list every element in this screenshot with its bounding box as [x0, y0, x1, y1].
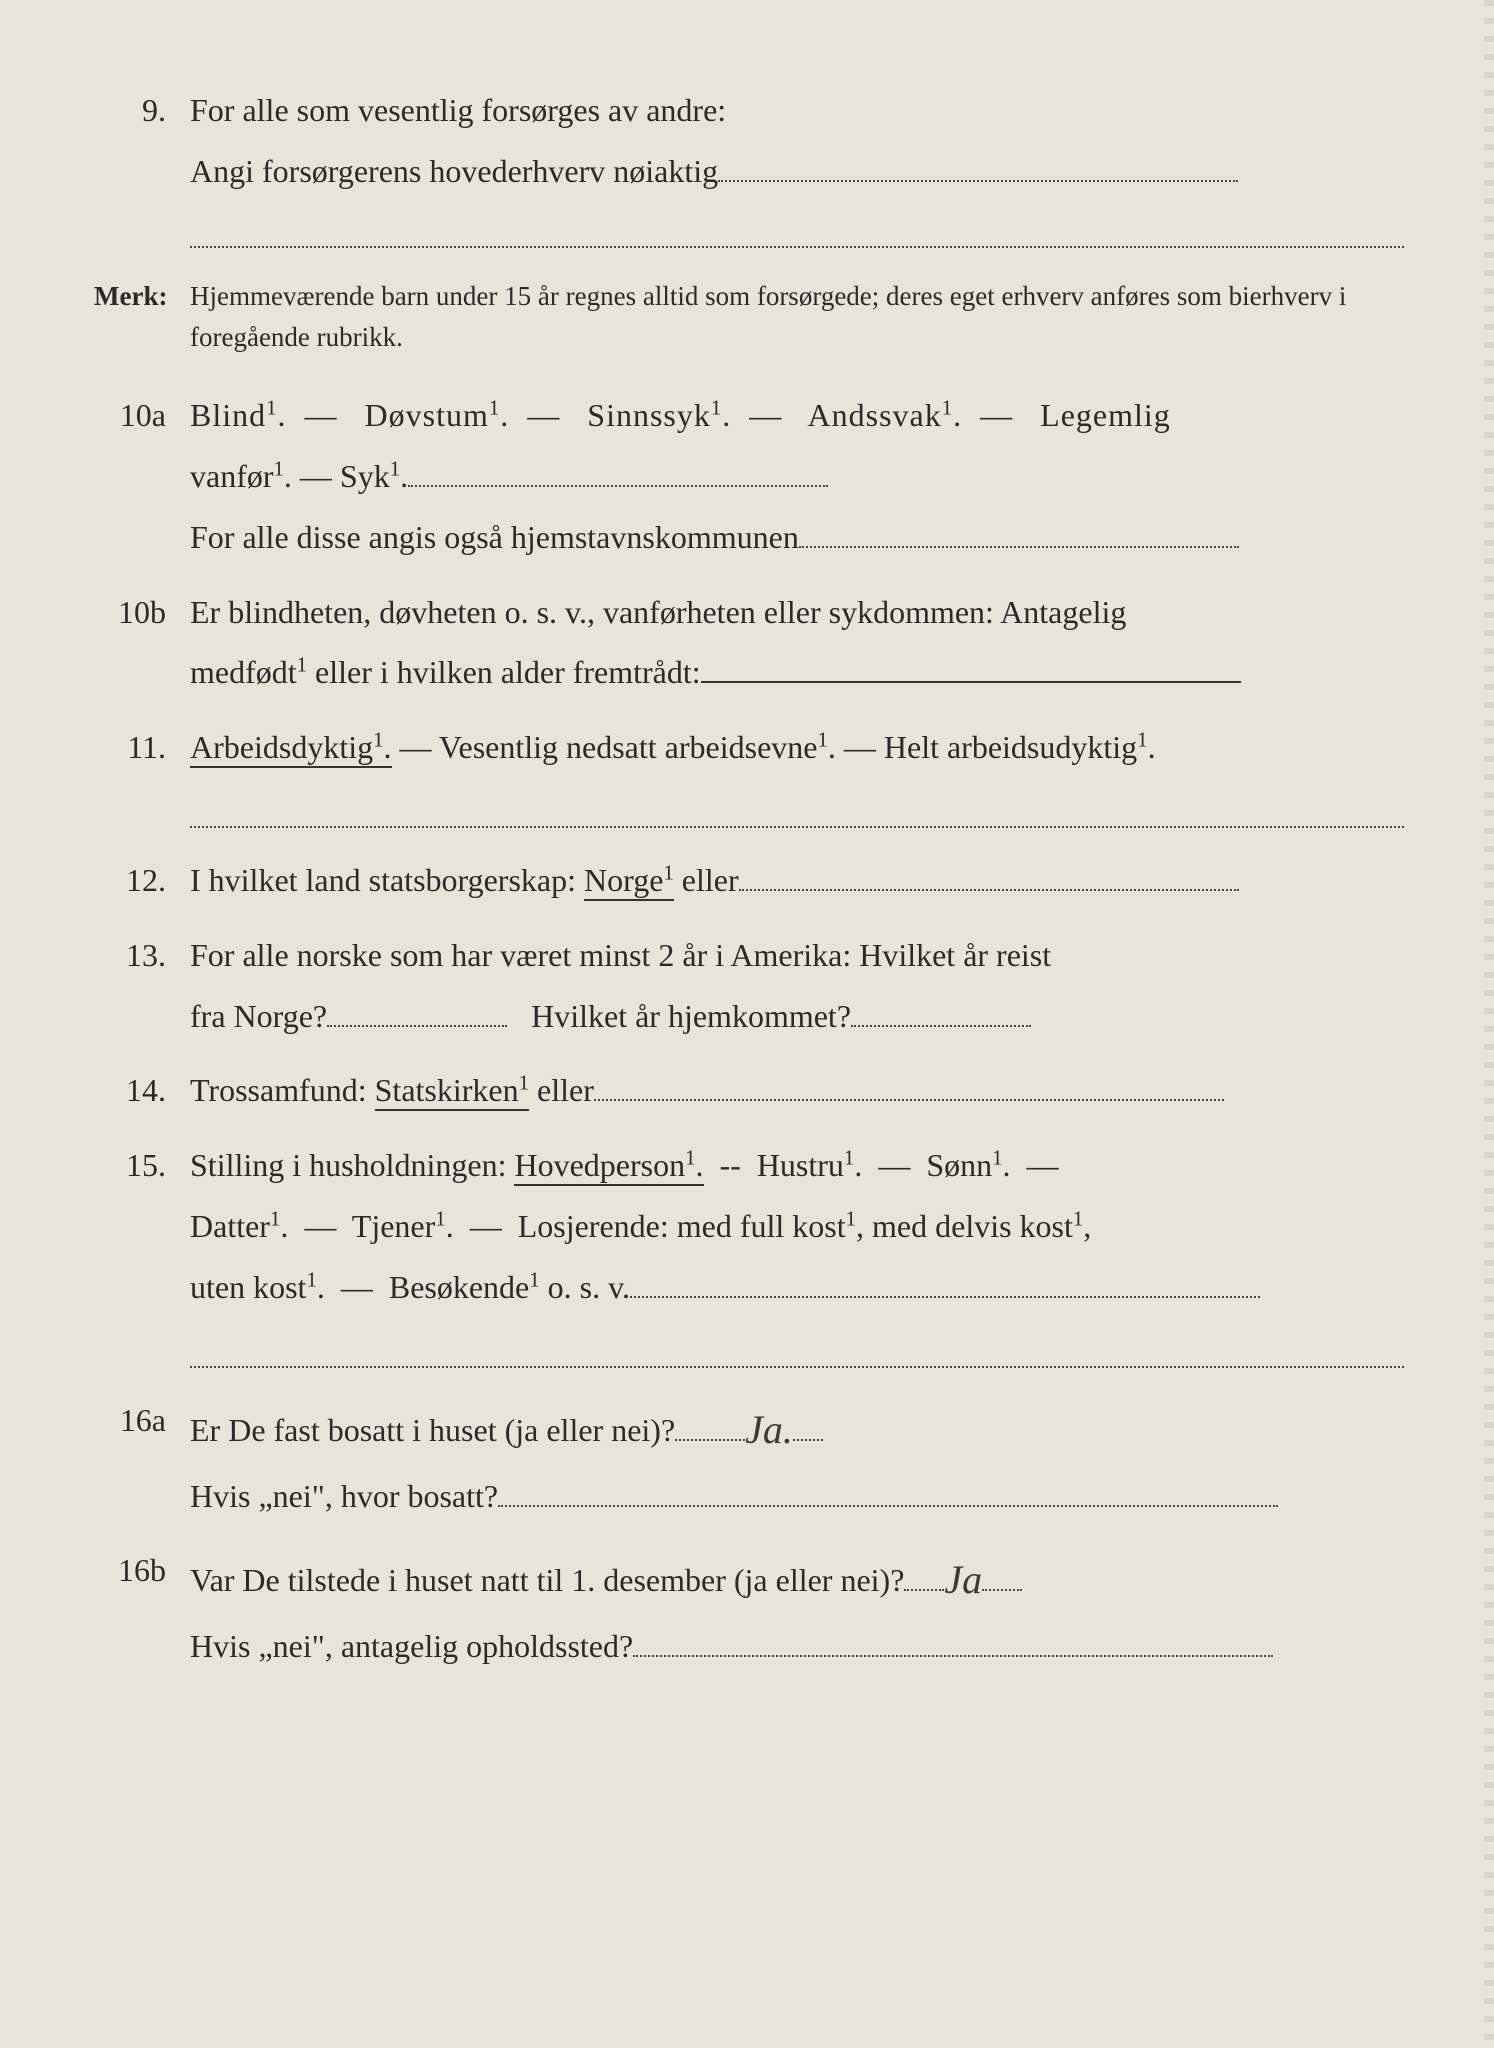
q15-line1: Stilling i husholdningen: Hovedperson1. … [190, 1135, 1404, 1196]
q15-content: Stilling i husholdningen: Hovedperson1. … [190, 1135, 1404, 1317]
q10a-line1: Blind1. — Døvstum1. — Sinnssyk1. — Andss… [190, 385, 1404, 446]
q15-line2: Datter1. — Tjener1. — Losjerende: med fu… [190, 1196, 1404, 1257]
handwritten-answer: Ja. [745, 1407, 793, 1452]
census-form-page: 9. For alle som vesentlig forsørges av a… [90, 80, 1404, 1677]
fill-line[interactable] [739, 862, 1239, 891]
q9-content: For alle som vesentlig forsørges av andr… [190, 80, 1404, 202]
page-perforation [1484, 0, 1494, 2048]
fill-line[interactable] [498, 1478, 1278, 1507]
fill-line[interactable] [675, 1412, 745, 1441]
q9: 9. For alle som vesentlig forsørges av a… [90, 80, 1404, 202]
q14-content: Trossamfund: Statskirken1 eller [190, 1060, 1404, 1121]
q12-number: 12. [90, 850, 190, 911]
q16a-content: Er De fast bosatt i huset (ja eller nei)… [190, 1390, 1404, 1527]
q16b-line1: Var De tilstede i huset natt til 1. dese… [190, 1540, 1404, 1616]
q12: 12. I hvilket land statsborgerskap: Norg… [90, 850, 1404, 911]
handwritten-answer: Ja [944, 1557, 982, 1602]
q16b-number: 16b [90, 1540, 190, 1677]
fill-line[interactable] [851, 998, 1031, 1027]
fill-line[interactable] [904, 1563, 944, 1592]
q9-line2: Angi forsørgerens hovederhverv nøiaktig [190, 141, 1404, 202]
q10a: 10a Blind1. — Døvstum1. — Sinnssyk1. — A… [90, 385, 1404, 567]
q13-line2: fra Norge? Hvilket år hjemkommet? [190, 986, 1404, 1047]
q12-content: I hvilket land statsborgerskap: Norge1 e… [190, 850, 1404, 911]
q11-content: Arbeidsdyktig1. — Vesentlig nedsatt arbe… [190, 717, 1404, 778]
fill-line[interactable] [408, 458, 828, 487]
q13-line1: For alle norske som har været minst 2 år… [190, 925, 1404, 986]
q14-opt: Statskirken1 [375, 1072, 529, 1111]
q12-opt: Norge1 [584, 862, 674, 901]
q16a-number: 16a [90, 1390, 190, 1527]
q15-number: 15. [90, 1135, 190, 1317]
q16b-line2: Hvis „nei", antagelig opholdssted? [190, 1616, 1404, 1677]
fill-line[interactable] [793, 1412, 823, 1441]
fill-line[interactable] [701, 655, 1241, 684]
q16a: 16a Er De fast bosatt i huset (ja eller … [90, 1390, 1404, 1527]
q15: 15. Stilling i husholdningen: Hovedperso… [90, 1135, 1404, 1317]
fill-line[interactable] [982, 1563, 1022, 1592]
fill-line[interactable] [327, 998, 507, 1027]
q10a-line2: vanfør1. — Syk1. [190, 446, 1404, 507]
q11-opt1: Arbeidsdyktig1. [190, 729, 392, 768]
q9-line1: For alle som vesentlig forsørges av andr… [190, 80, 1404, 141]
q10a-number: 10a [90, 385, 190, 567]
q13-number: 13. [90, 925, 190, 1047]
q10b-number: 10b [90, 582, 190, 704]
fill-line[interactable] [190, 1336, 1404, 1368]
q16b-content: Var De tilstede i huset natt til 1. dese… [190, 1540, 1404, 1677]
q15-line3: uten kost1. — Besøkende1 o. s. v. [190, 1257, 1404, 1318]
q10a-content: Blind1. — Døvstum1. — Sinnssyk1. — Andss… [190, 385, 1404, 567]
q10b-line2: medfødt1 eller i hvilken alder fremtrådt… [190, 642, 1404, 703]
q13: 13. For alle norske som har været minst … [90, 925, 1404, 1047]
fill-line[interactable] [718, 153, 1238, 182]
q16a-line1: Er De fast bosatt i huset (ja eller nei)… [190, 1390, 1404, 1466]
fill-line[interactable] [190, 796, 1404, 828]
q16a-line2: Hvis „nei", hvor bosatt? [190, 1466, 1404, 1527]
q10a-line3: For alle disse angis også hjemstavnskomm… [190, 507, 1404, 568]
q15-opt1: Hovedperson1. [514, 1147, 703, 1186]
merk-text: Hjemmeværende barn under 15 år regnes al… [190, 276, 1404, 360]
q13-content: For alle norske som har været minst 2 år… [190, 925, 1404, 1047]
q16b: 16b Var De tilstede i huset natt til 1. … [90, 1540, 1404, 1677]
q11: 11. Arbeidsdyktig1. — Vesentlig nedsatt … [90, 717, 1404, 778]
merk-label: Merk: [90, 276, 190, 360]
fill-line[interactable] [190, 216, 1404, 248]
fill-line[interactable] [799, 519, 1239, 548]
merk-note: Merk: Hjemmeværende barn under 15 år reg… [90, 276, 1404, 360]
fill-line[interactable] [633, 1629, 1273, 1658]
q9-number: 9. [90, 80, 190, 202]
q14: 14. Trossamfund: Statskirken1 eller [90, 1060, 1404, 1121]
q10b-line1: Er blindheten, døvheten o. s. v., vanfør… [190, 582, 1404, 643]
fill-line[interactable] [594, 1073, 1224, 1102]
q11-number: 11. [90, 717, 190, 778]
q14-number: 14. [90, 1060, 190, 1121]
q10b: 10b Er blindheten, døvheten o. s. v., va… [90, 582, 1404, 704]
q10b-content: Er blindheten, døvheten o. s. v., vanfør… [190, 582, 1404, 704]
fill-line[interactable] [630, 1269, 1260, 1298]
